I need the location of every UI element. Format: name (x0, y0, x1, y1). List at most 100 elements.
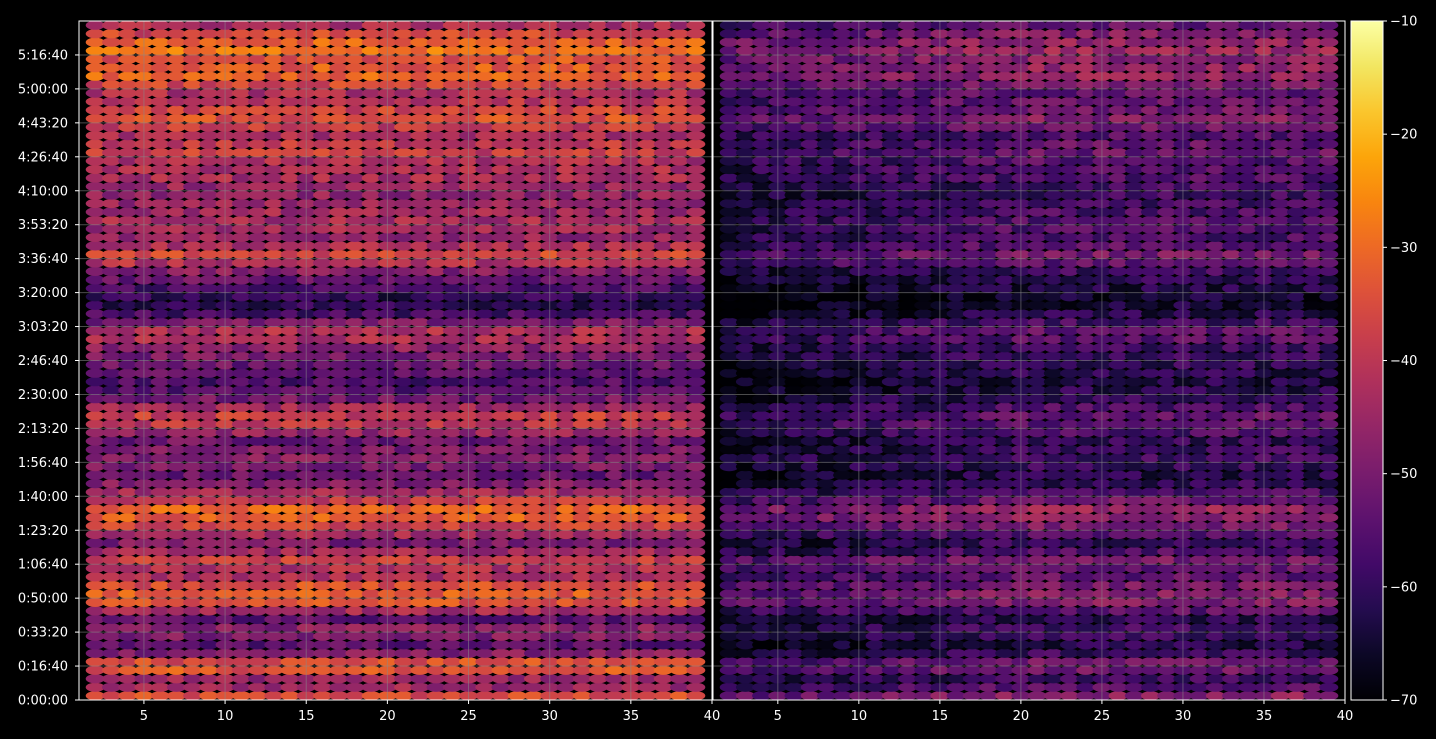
heatmap-cell (231, 317, 251, 327)
heatmap-cell (572, 597, 592, 608)
heatmap-cell (1141, 589, 1160, 599)
heatmap-cell (1108, 360, 1128, 370)
heatmap-cell (588, 54, 608, 64)
heatmap-cell (426, 80, 446, 90)
heatmap-cell (183, 80, 203, 90)
heatmap-cell (670, 258, 689, 268)
heatmap-cell (800, 334, 820, 344)
heatmap-cell (605, 572, 625, 582)
heatmap-cell (1027, 504, 1047, 514)
heatmap-cell (1222, 631, 1242, 641)
heatmap-cell (556, 156, 576, 166)
heatmap-cell (784, 538, 804, 548)
heatmap-cell (102, 148, 121, 158)
heatmap-cell (426, 428, 446, 438)
heatmap-cell (637, 368, 657, 378)
heatmap-cell (1141, 555, 1160, 565)
heatmap-cell (637, 232, 657, 242)
heatmap-cell (199, 495, 219, 506)
heatmap-cell (898, 300, 917, 310)
heatmap-cell (1060, 674, 1079, 684)
heatmap-cell (85, 181, 105, 192)
heatmap-cell (605, 487, 625, 497)
heatmap-cell (1270, 580, 1290, 591)
heatmap-cell (653, 283, 673, 293)
heatmap-cell (686, 368, 706, 378)
heatmap-cell (85, 326, 105, 336)
heatmap-cell (816, 580, 836, 591)
heatmap-cell (1205, 402, 1225, 412)
heatmap-cell (588, 368, 608, 378)
heatmap-cell (118, 21, 138, 30)
heatmap-cell (588, 479, 608, 489)
heatmap-cell (605, 394, 625, 404)
heatmap-cell (264, 368, 284, 378)
heatmap-cell (881, 300, 901, 310)
heatmap-cell (1124, 368, 1144, 378)
heatmap-cell (345, 682, 365, 692)
heatmap-cell (231, 173, 251, 183)
heatmap-cell (1043, 453, 1063, 463)
heatmap-cell (605, 495, 625, 506)
heatmap-cell (394, 88, 414, 98)
heatmap-cell (394, 71, 414, 81)
heatmap-cell (264, 292, 284, 302)
heatmap-cell (264, 131, 284, 141)
heatmap-cell (507, 572, 527, 582)
heatmap-cell (118, 181, 138, 192)
heatmap-cell (784, 343, 804, 353)
heatmap-cell (231, 275, 251, 285)
heatmap-cell (1286, 597, 1306, 608)
heatmap-cell (1141, 368, 1160, 378)
heatmap-cell (1141, 623, 1160, 633)
heatmap-cell (394, 105, 414, 115)
heatmap-cell (524, 385, 543, 395)
heatmap-cell (280, 394, 300, 404)
heatmap-cell (605, 445, 625, 455)
heatmap-cell (914, 479, 934, 489)
heatmap-cell (637, 164, 657, 175)
heatmap-cell (670, 394, 689, 404)
heatmap-cell (199, 309, 219, 319)
heatmap-cell (394, 283, 414, 293)
heatmap-cell (962, 462, 982, 472)
heatmap-cell (264, 88, 284, 98)
heatmap-cell (605, 648, 625, 658)
heatmap-cell (166, 504, 186, 514)
heatmap-cell (637, 215, 657, 226)
heatmap-cell (653, 529, 673, 540)
heatmap-cell (248, 665, 267, 675)
y-tick-label: 0:16:40 (18, 660, 68, 675)
heatmap-cell (1222, 411, 1242, 421)
heatmap-cell (475, 317, 495, 327)
heatmap-cell (199, 614, 219, 625)
heatmap-cell (166, 360, 186, 370)
heatmap-cell (881, 377, 901, 387)
heatmap-cell (816, 495, 836, 506)
heatmap-cell (85, 54, 105, 64)
y-tick-label: 0:00:00 (18, 694, 68, 709)
heatmap-cell (264, 266, 284, 276)
heatmap-cell (442, 88, 462, 98)
heatmap-cell (572, 224, 592, 234)
heatmap-cell (394, 597, 414, 608)
heatmap-cell (442, 190, 462, 200)
heatmap-cell (800, 546, 820, 557)
heatmap-cell (1060, 495, 1079, 506)
heatmap-cell (329, 631, 349, 641)
heatmap-cell (962, 538, 982, 548)
heatmap-cell (491, 300, 511, 310)
heatmap-cell (653, 105, 673, 115)
heatmap-cell (572, 173, 592, 183)
heatmap-cell (784, 572, 804, 582)
heatmap-cell (102, 648, 121, 658)
heatmap-cell (475, 529, 495, 540)
heatmap-cell (995, 334, 1015, 344)
heatmap-cell (491, 657, 511, 667)
heatmap-cell (1124, 292, 1144, 302)
heatmap-cell (345, 114, 365, 124)
heatmap-cell (394, 521, 414, 531)
heatmap-cell (264, 173, 284, 183)
heatmap-cell (394, 563, 414, 574)
heatmap-cell (605, 224, 625, 234)
